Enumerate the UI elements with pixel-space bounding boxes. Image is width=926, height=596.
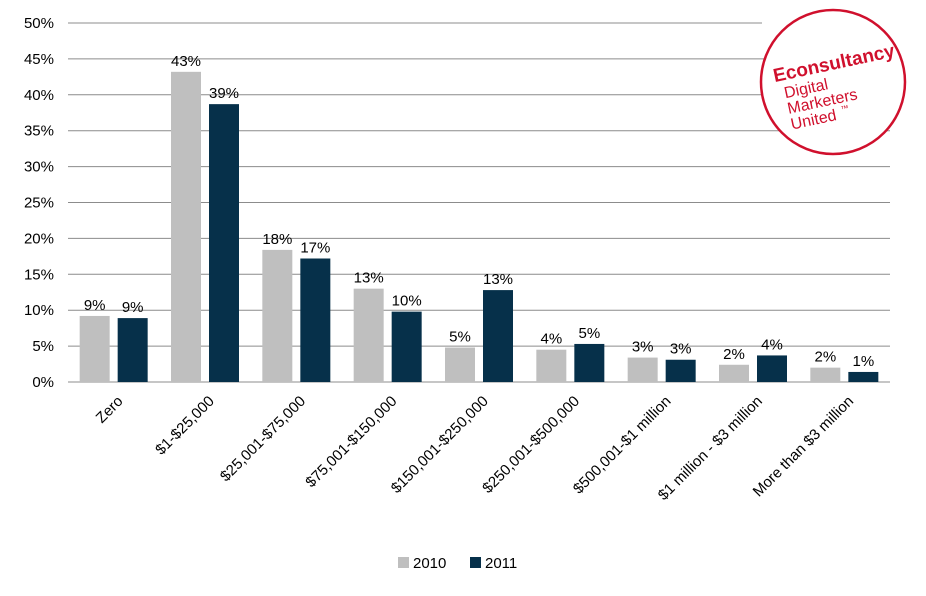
bar-2010 — [353, 288, 384, 382]
bar-2010 — [171, 71, 201, 382]
x-tick-label: $1 million - $3 million — [655, 393, 766, 504]
legend-label-2010: 2010 — [413, 555, 446, 572]
bar-2010 — [79, 315, 110, 382]
legend: 2010 2011 — [398, 555, 517, 572]
y-tick-label: 45% — [24, 51, 54, 68]
x-tick-label: $500,001-$1 million — [570, 393, 675, 498]
bars — [79, 71, 879, 382]
x-tick-label: $150,001-$250,000 — [388, 393, 492, 497]
y-tick-label: 15% — [24, 266, 54, 283]
x-tick-label: $1-$25,000 — [152, 393, 218, 459]
x-tick-label: $75,001-$150,000 — [302, 393, 400, 491]
bar-2010 — [262, 249, 293, 382]
y-tick-label: 30% — [24, 159, 54, 176]
data-label: 3% — [632, 339, 654, 356]
data-label: 3% — [670, 341, 692, 358]
gridlines — [68, 22, 890, 383]
y-tick-label: 35% — [24, 123, 54, 140]
x-tick-label: $25,001-$75,000 — [217, 393, 309, 485]
data-label: 2% — [723, 346, 745, 363]
bar-labels: 9% 9% 43% 39% 18% 17% 13% 10% 5% 13% 4% 5% 3% 3% 2% 4% 2… — [84, 53, 874, 370]
bar-2011 — [665, 359, 696, 382]
data-label: 4% — [540, 331, 562, 348]
y-axis: 0% 5% 10% 15% 20% 25% 30% 35% 40% 45% 50% — [24, 15, 54, 391]
data-label: 17% — [300, 240, 330, 257]
data-label: 10% — [392, 293, 422, 310]
y-tick-label: 50% — [24, 15, 54, 32]
data-label: 9% — [122, 299, 144, 316]
bar-2011 — [757, 355, 787, 382]
bar-2010 — [536, 349, 567, 382]
data-label: 39% — [209, 85, 239, 102]
data-label: 2% — [814, 349, 836, 366]
y-tick-label: 20% — [24, 230, 54, 247]
x-axis: Zero $1-$25,000 $25,001-$75,000$75,001-$15… — [93, 393, 857, 504]
data-label: 1% — [852, 353, 874, 370]
legend-swatch-2011 — [470, 557, 481, 568]
legend-label-2011: 2011 — [485, 555, 517, 572]
econsultancy-logo: Econsultancy Digital Marketers United ™ — [759, 8, 907, 156]
bar-2011 — [483, 290, 513, 382]
data-label: 13% — [354, 270, 384, 287]
data-label: 5% — [578, 325, 600, 342]
bar-2010 — [445, 347, 475, 382]
x-tick-label: $250,001-$500,000 — [479, 393, 583, 497]
y-tick-label: 40% — [24, 87, 54, 104]
data-label: 43% — [171, 53, 201, 70]
bar-2010 — [719, 364, 749, 382]
data-label: 18% — [262, 231, 292, 248]
y-tick-label: 10% — [24, 302, 54, 319]
data-label: 13% — [483, 271, 513, 288]
y-tick-label: 5% — [32, 338, 54, 355]
legend-swatch-2010 — [398, 557, 409, 568]
bar-2010 — [810, 367, 841, 382]
logo-circle — [759, 8, 907, 156]
bar-2011 — [209, 104, 239, 382]
data-label: 4% — [761, 336, 783, 353]
y-tick-label: 0% — [32, 374, 54, 391]
y-tick-label: 25% — [24, 195, 54, 212]
data-label: 5% — [449, 329, 471, 346]
bar-2011 — [117, 318, 148, 382]
bar-2011 — [574, 343, 605, 382]
bar-2010 — [627, 357, 658, 382]
x-tick-label: Zero — [93, 393, 127, 427]
bar-2011 — [391, 311, 422, 382]
x-tick-label: More than $3 million — [750, 393, 858, 501]
bar-2011 — [848, 371, 879, 382]
data-label: 9% — [84, 297, 106, 314]
bar-2011 — [300, 258, 331, 382]
logo-tm: ™ — [840, 103, 850, 113]
